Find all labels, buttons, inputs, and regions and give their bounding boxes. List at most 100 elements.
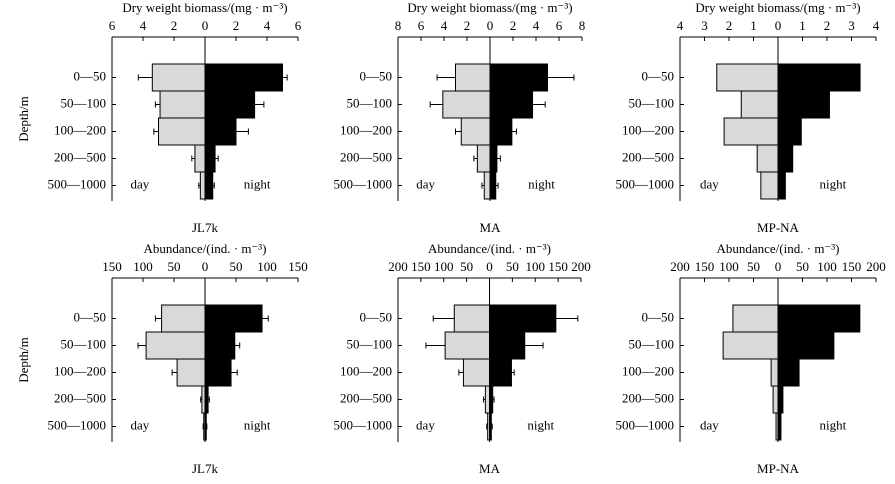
error-bar [282, 74, 288, 81]
bar [194, 144, 206, 173]
x-tick-label: 150 [411, 259, 431, 274]
bar [176, 358, 206, 387]
bar [199, 171, 206, 200]
y-tick-label: 200—500 [54, 149, 106, 164]
y-tick-label: 100—200 [622, 122, 674, 137]
bar [760, 171, 779, 200]
error-bar [425, 342, 446, 349]
x-tick-label: 50 [460, 259, 473, 274]
panel-label: MA [480, 220, 502, 235]
error-bar [432, 315, 455, 322]
bar [777, 63, 861, 92]
error-bar [215, 155, 219, 162]
series-label: day [131, 417, 150, 432]
error-bar [496, 155, 501, 162]
bar [204, 304, 263, 333]
bar [444, 331, 490, 360]
panel-label: JL7k [192, 220, 219, 235]
error-bar [137, 74, 153, 81]
y-tick-label: 0—50 [642, 309, 675, 324]
x-tick-label: 150 [548, 259, 568, 274]
y-tick-label: 100—200 [54, 363, 106, 378]
error-bar [171, 369, 178, 376]
error-bar [547, 74, 575, 81]
x-tick-label: 6 [295, 18, 302, 33]
x-tick-label: 1 [750, 18, 757, 33]
bar [483, 171, 491, 200]
error-bar [492, 396, 495, 403]
x-tick-label: 100 [257, 259, 277, 274]
x-tick-label: 8 [395, 18, 402, 33]
error-bar [200, 396, 202, 403]
error-bar [154, 101, 161, 108]
x-tick-label: 0 [775, 18, 782, 33]
series-label: night [244, 417, 271, 432]
panel-label: MP-NA [757, 461, 800, 476]
bar [740, 90, 779, 119]
x-tick-label: 150 [695, 259, 715, 274]
x-tick-label: 0 [202, 18, 209, 33]
error-bar [495, 182, 499, 189]
x-tick-label: 6 [418, 18, 425, 33]
bar [442, 90, 491, 119]
series-label: day [700, 417, 719, 432]
bar [462, 358, 490, 387]
error-bar [198, 182, 201, 189]
bar [770, 358, 779, 387]
axis-title: Abundance/(ind. · m⁻³) [716, 241, 839, 256]
x-tick-label: 50 [168, 259, 181, 274]
x-tick-label: 0 [486, 259, 493, 274]
x-tick-label: 150 [288, 259, 308, 274]
x-tick-label: 100 [133, 259, 153, 274]
y-tick-label: 0—50 [360, 68, 393, 83]
bar [756, 144, 779, 173]
x-tick-label: 50 [506, 259, 519, 274]
error-bar [208, 396, 210, 403]
y-tick-label: 0—50 [74, 68, 107, 83]
x-tick-label: 6 [556, 18, 563, 33]
x-tick-label: 200 [388, 259, 408, 274]
error-bar [473, 155, 478, 162]
bar [460, 117, 491, 146]
bar [489, 304, 557, 333]
bar [777, 331, 835, 360]
error-bar [231, 369, 238, 376]
y-tick-label: 100—200 [340, 363, 392, 378]
axis-title: Abundance/(ind. · m⁻³) [143, 241, 266, 256]
series-label: night [820, 176, 847, 191]
y-tick-label: 200—500 [622, 390, 674, 405]
x-tick-label: 50 [747, 259, 760, 274]
bar [484, 385, 491, 414]
bar [159, 90, 206, 119]
x-tick-label: 6 [109, 18, 116, 33]
error-bar [137, 342, 147, 349]
bar [489, 63, 548, 92]
y-tick-label: 200—500 [340, 390, 392, 405]
bar [716, 63, 779, 92]
bar [204, 63, 283, 92]
x-tick-label: 1 [799, 18, 806, 33]
error-bar [511, 128, 517, 135]
bar [204, 117, 237, 146]
error-bar [206, 423, 208, 430]
bar [489, 90, 534, 119]
series-label: night [527, 417, 554, 432]
y-tick-label: 50—100 [629, 336, 675, 351]
y-tick-label: 100—200 [54, 122, 106, 137]
panel-label: JL7k [192, 461, 219, 476]
y-axis-title: Depth/m [16, 96, 31, 142]
y-tick-label: 500—1000 [616, 176, 675, 191]
y-tick-label: 500—1000 [334, 176, 393, 191]
x-tick-label: 200 [866, 259, 886, 274]
bar [204, 171, 214, 200]
bar [489, 358, 512, 387]
error-bar [455, 128, 462, 135]
x-tick-label: 50 [230, 259, 243, 274]
series-label: night [528, 176, 555, 191]
error-bar [429, 101, 443, 108]
panel-label: MA [479, 461, 501, 476]
bar [161, 304, 206, 333]
y-tick-label: 50—100 [347, 336, 393, 351]
bar [777, 144, 794, 173]
bar [777, 117, 802, 146]
